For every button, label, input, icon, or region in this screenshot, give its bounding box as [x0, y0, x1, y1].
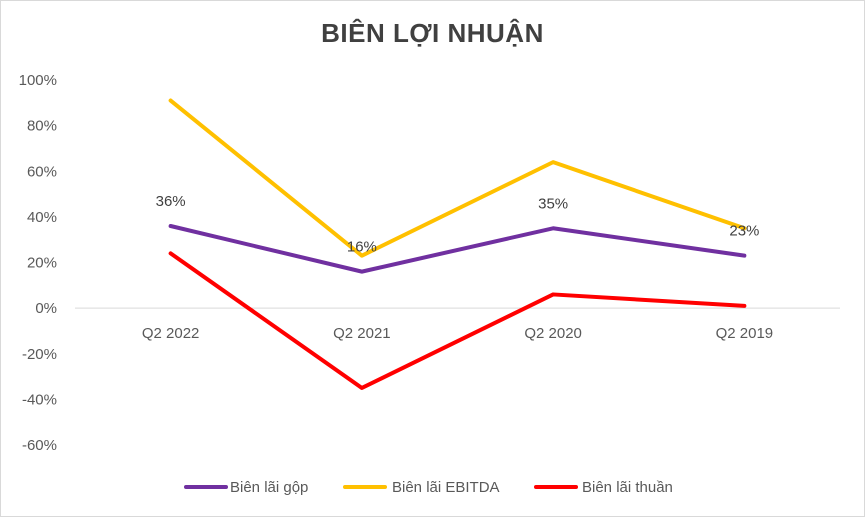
y-tick-label: -60%: [22, 437, 57, 454]
x-tick-label: Q2 2020: [524, 325, 582, 342]
legend-label: Biên lãi gộp: [230, 479, 308, 496]
y-tick-label: 80%: [27, 118, 57, 135]
y-tick-label: 20%: [27, 255, 57, 272]
data-label: 36%: [156, 193, 186, 210]
y-tick-label: -40%: [22, 391, 57, 408]
chart-title: BIÊN LỢI NHUẬN: [321, 18, 544, 48]
data-label: 35%: [538, 195, 568, 212]
x-tick-label: Q2 2019: [716, 325, 774, 342]
data-label: 23%: [729, 223, 759, 240]
series-line-1: [168, 98, 747, 258]
y-tick-label: 40%: [27, 209, 57, 226]
x-tick-label: Q2 2021: [333, 325, 391, 342]
series-line-2: [168, 251, 747, 390]
y-tick-label: 60%: [27, 163, 57, 180]
y-tick-label: 0%: [35, 300, 57, 317]
series-line-0: [168, 224, 747, 274]
legend-label: Biên lãi thuần: [582, 479, 673, 496]
legend-label: Biên lãi EBITDA: [392, 479, 500, 496]
data-label: 16%: [347, 239, 377, 256]
y-tick-label: -20%: [22, 346, 57, 363]
y-tick-label: 100%: [19, 72, 57, 89]
x-tick-label: Q2 2022: [142, 325, 200, 342]
